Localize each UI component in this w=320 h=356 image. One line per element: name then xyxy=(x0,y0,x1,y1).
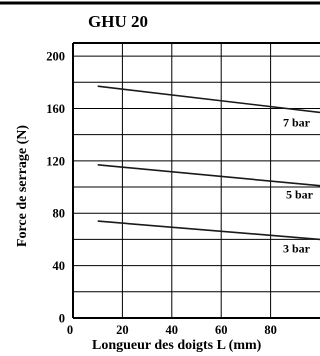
series-line xyxy=(97,163,320,187)
chart-title: GHU 20 xyxy=(88,12,148,31)
y-tick-label: 80 xyxy=(53,207,66,221)
series-lines xyxy=(97,85,320,241)
x-tick-label: 20 xyxy=(116,323,129,337)
y-tick-label: 120 xyxy=(46,154,65,168)
x-tick-label: 60 xyxy=(215,323,228,337)
tick-labels: 0 40 80 120 160 200 0 20 40 60 80 xyxy=(46,50,277,337)
series-line xyxy=(97,220,320,241)
x-axis-label: Longueur des doigts L (mm) xyxy=(92,338,262,353)
axes xyxy=(0,1,320,319)
series-label: 5 bar xyxy=(286,188,314,202)
y-tick-label: 200 xyxy=(46,50,65,64)
y-axis-label: Force de serrage (N) xyxy=(15,125,30,248)
series-label: 7 bar xyxy=(283,115,311,129)
y-tick-label: 40 xyxy=(53,259,66,273)
y-tick-label: 160 xyxy=(46,102,65,116)
x-tick-label: 80 xyxy=(264,323,277,337)
series-line xyxy=(97,85,320,114)
y-tick-label: 0 xyxy=(59,312,65,326)
series-labels: 7 bar 5 bar 3 bar xyxy=(283,115,314,255)
series-label: 3 bar xyxy=(283,241,311,255)
x-tick-label: 40 xyxy=(166,323,179,337)
x-tick-label: 0 xyxy=(67,323,73,337)
